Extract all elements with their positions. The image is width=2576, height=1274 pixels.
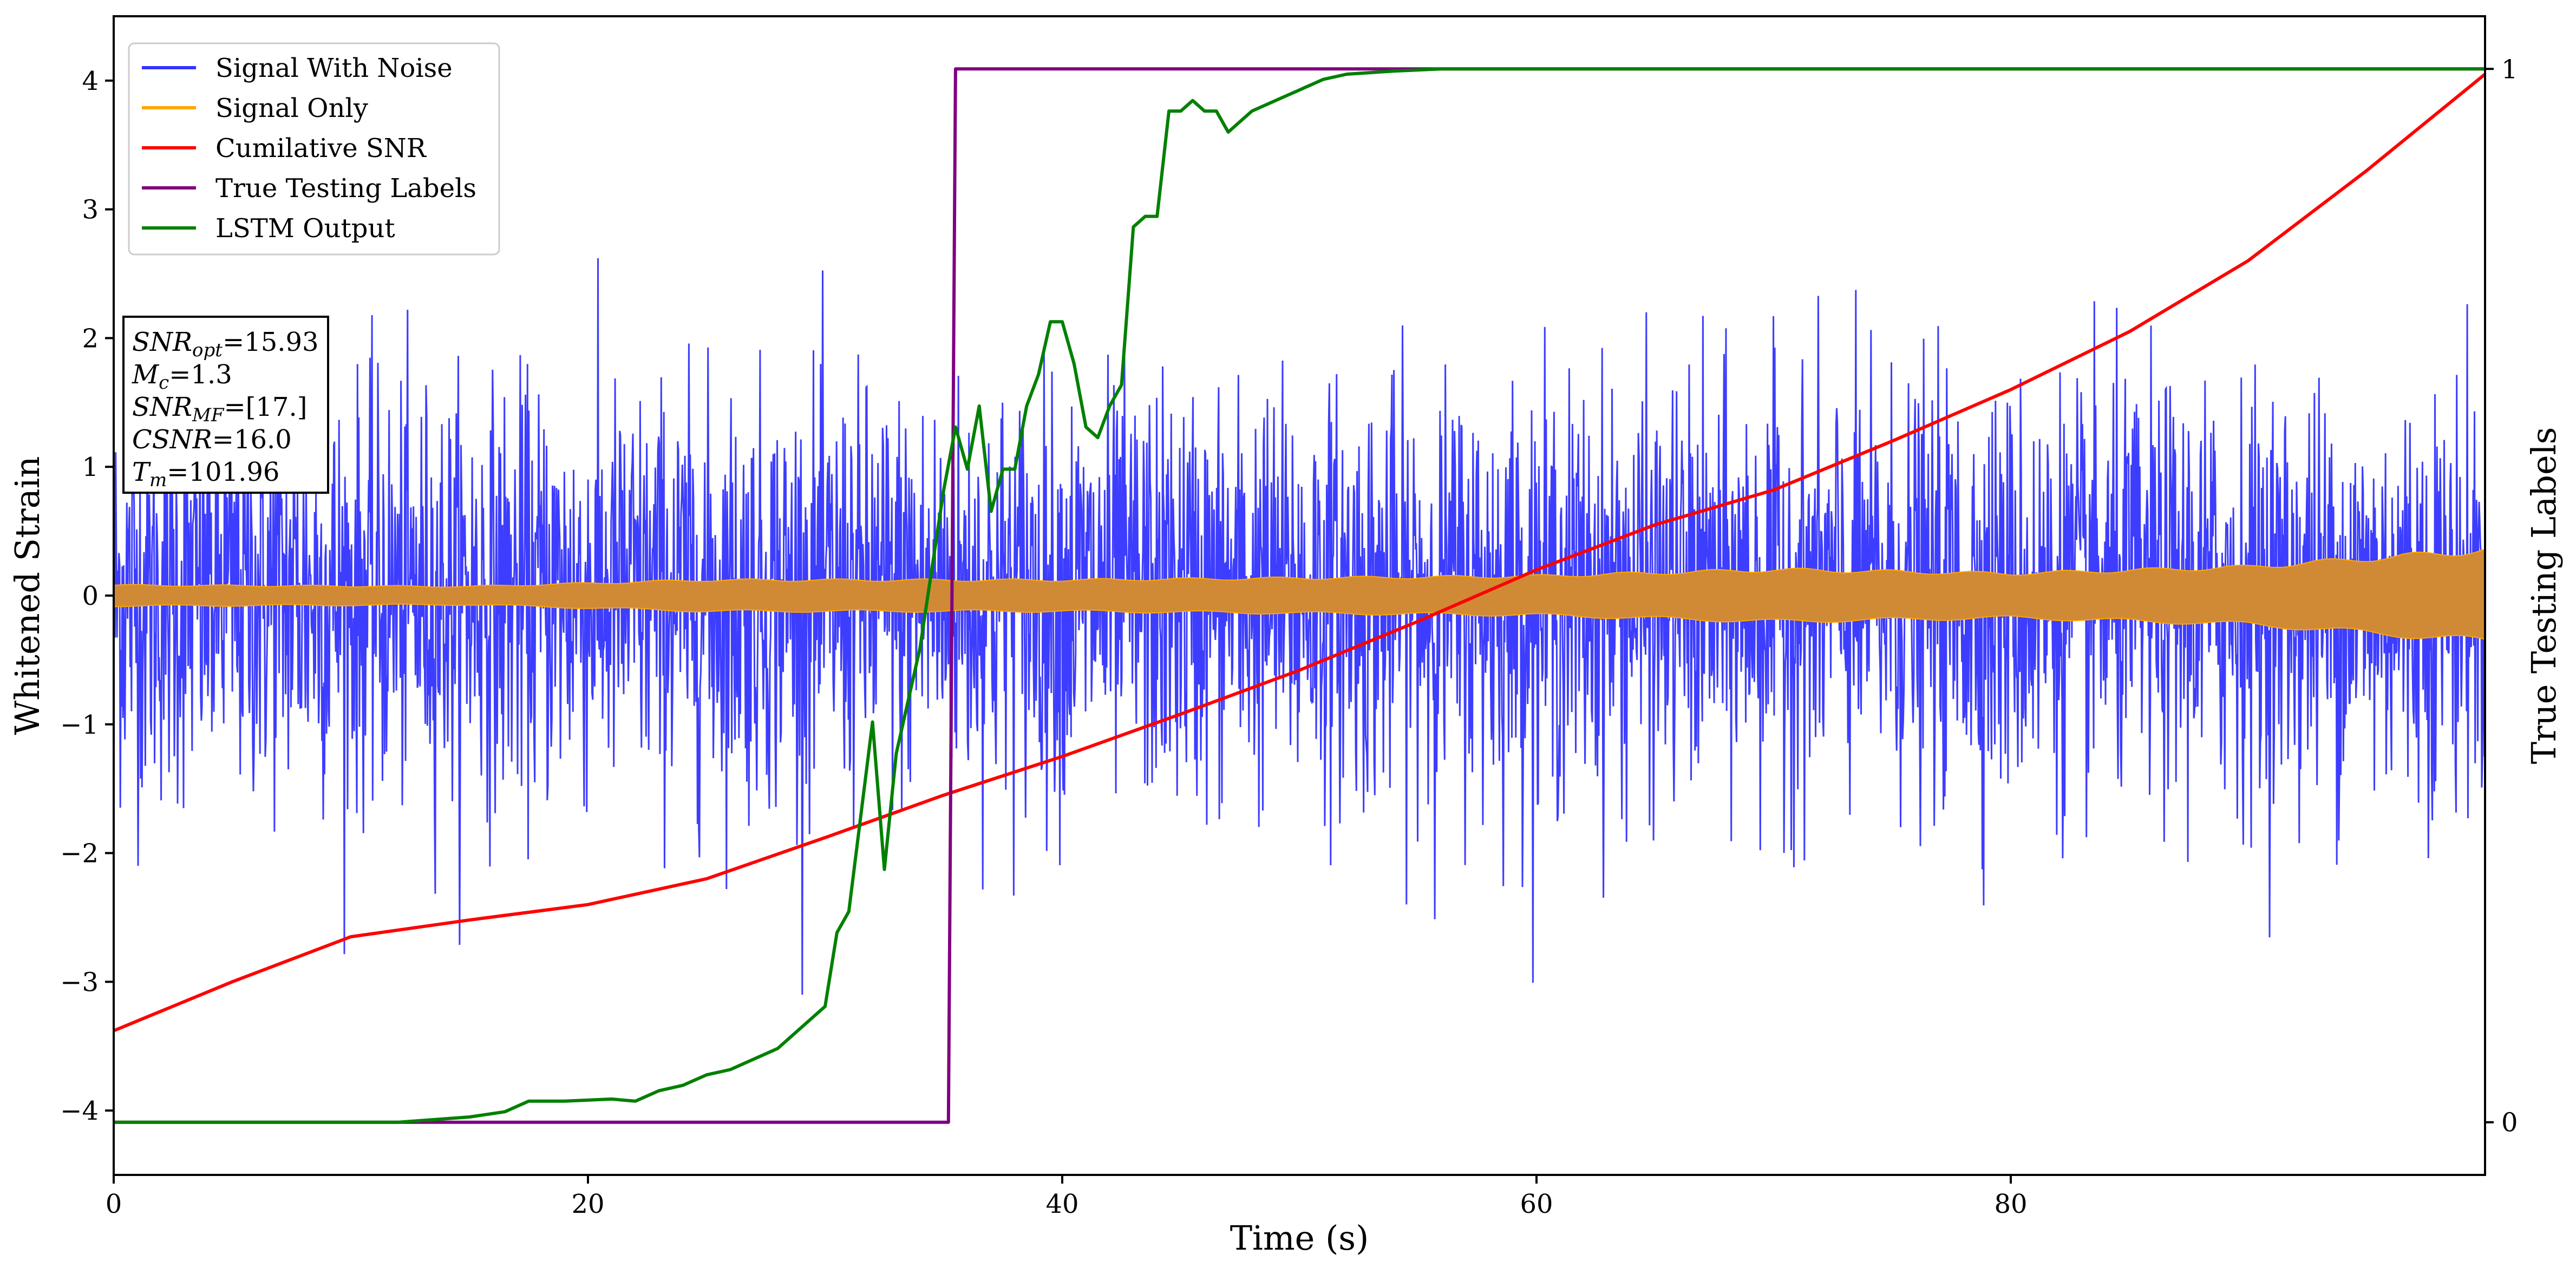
x-tick-label: 0 bbox=[106, 1189, 122, 1219]
y2-tick-label: 0 bbox=[2501, 1108, 2518, 1138]
y-axis-label: Whitened Strain bbox=[8, 456, 47, 735]
plot-area bbox=[114, 67, 2485, 1124]
series-lstm-output bbox=[114, 67, 2485, 1124]
annotation-line: Tm=101.96 bbox=[132, 457, 279, 491]
legend-label: True Testing Labels bbox=[215, 173, 476, 204]
series-cumilative-snr bbox=[114, 73, 2485, 1033]
x-tick-label: 60 bbox=[1520, 1189, 1553, 1219]
signal-layer bbox=[114, 548, 2485, 640]
y-tick-label: −3 bbox=[60, 967, 99, 997]
annotation-line: SNRopt=15.93 bbox=[132, 327, 319, 361]
annotation-line: SNRMF=[17.] bbox=[132, 392, 307, 426]
parameter-annotation: SNRopt=15.93Mc=1.3SNRMF=[17.]CSNR=16.0Tm… bbox=[122, 316, 329, 494]
annotation-box bbox=[122, 316, 329, 494]
legend-label: Signal Only bbox=[215, 93, 368, 123]
series-signal-only bbox=[114, 548, 2485, 640]
y-tick-label: 3 bbox=[82, 195, 99, 225]
noise-layer bbox=[114, 258, 2485, 995]
legend-label: Signal With Noise bbox=[215, 53, 453, 83]
y-tick-label: 0 bbox=[82, 581, 99, 611]
y-tick-label: 2 bbox=[82, 323, 99, 354]
x-tick-label: 40 bbox=[1045, 1189, 1078, 1219]
annotation-line: CSNR=16.0 bbox=[132, 424, 292, 455]
series-signal-with-noise bbox=[114, 258, 2485, 995]
lines-layer bbox=[114, 67, 2485, 1124]
legend-label: Cumilative SNR bbox=[215, 133, 427, 164]
x-axis: 0 20 40 60 80 bbox=[106, 1175, 2028, 1219]
y-tick-label: −2 bbox=[60, 839, 99, 869]
y-tick-label: 4 bbox=[82, 66, 99, 96]
y-tick-label: −1 bbox=[60, 710, 99, 740]
x-axis-label: Time (s) bbox=[1230, 1218, 1369, 1258]
legend-frame bbox=[128, 42, 500, 256]
y-tick-label: −4 bbox=[60, 1096, 99, 1126]
y-axis-left: −4 −3 −2 −1 0 1 2 3 4 bbox=[60, 66, 114, 1126]
y2-tick-label: 1 bbox=[2501, 54, 2518, 84]
y-axis-right: 01 bbox=[2485, 54, 2518, 1138]
y2-axis-label: True Testing Labels bbox=[2524, 427, 2564, 765]
legend-label: LSTM Output bbox=[215, 213, 395, 244]
y-tick-label: 1 bbox=[82, 452, 99, 482]
x-tick-label: 80 bbox=[1994, 1189, 2027, 1219]
legend: Signal With Noise Signal Only Cumilative S… bbox=[128, 42, 500, 256]
annotation-line: Mc=1.3 bbox=[132, 360, 232, 394]
x-tick-label: 20 bbox=[571, 1189, 604, 1219]
